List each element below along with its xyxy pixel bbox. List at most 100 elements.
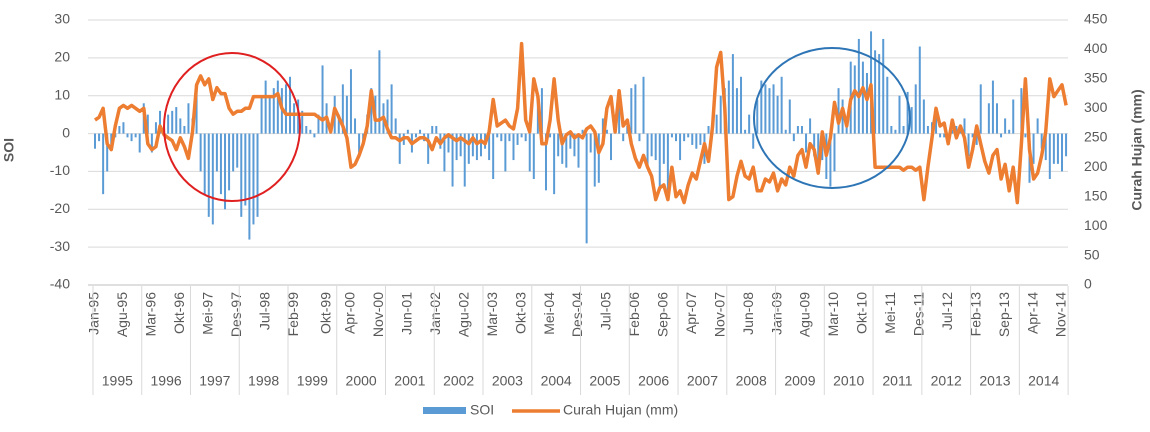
bar — [890, 126, 893, 134]
bar — [248, 133, 251, 240]
x-group-label: 1996 — [151, 373, 182, 389]
x-tick-label: Feb-99 — [285, 292, 301, 337]
bar — [995, 103, 998, 134]
x-tick-label: Sep-13 — [996, 292, 1012, 337]
x-group-label: 1999 — [297, 373, 328, 389]
y-tick-label: -20 — [50, 200, 70, 216]
bar — [455, 133, 458, 161]
x-tick-label: Jun-01 — [399, 292, 415, 335]
bar — [199, 133, 202, 172]
x-tick-label: Jul-05 — [598, 292, 614, 330]
bar — [557, 133, 560, 157]
bar — [126, 133, 129, 138]
y-tick-label: -30 — [50, 238, 70, 254]
bar — [1044, 133, 1047, 161]
x-tick-label: Feb-06 — [626, 292, 642, 337]
bar — [203, 133, 206, 195]
bar — [593, 133, 596, 187]
bar — [260, 95, 263, 134]
bar — [857, 38, 860, 134]
bar — [772, 84, 775, 134]
bar — [309, 129, 312, 134]
bar — [1052, 133, 1055, 164]
line — [93, 41, 1068, 205]
bar — [154, 122, 157, 134]
x-group-label: 2008 — [736, 373, 767, 389]
y2-tick-label: 100 — [1084, 217, 1108, 233]
bar — [727, 80, 730, 134]
x-tick-label: Apr-07 — [683, 292, 699, 334]
y2-tick-label: 150 — [1084, 187, 1108, 203]
bar — [605, 129, 608, 134]
x-tick-label: Nov-07 — [711, 292, 727, 337]
x-group-label: 2004 — [541, 373, 572, 389]
bar — [817, 133, 820, 161]
bar — [349, 69, 352, 134]
x-tick-label: Okt-10 — [854, 292, 870, 334]
highlight-circle — [163, 52, 301, 202]
y2-axis-label: Curah Hujan (mm) — [1129, 89, 1145, 210]
legend-label: Curah Hujan (mm) — [563, 402, 678, 418]
bar — [865, 73, 868, 134]
bar — [918, 46, 921, 134]
bar — [358, 133, 361, 153]
bar — [666, 133, 669, 191]
x-group-label: 1998 — [248, 373, 279, 389]
x-group-label: 2010 — [833, 373, 864, 389]
x-group-label: 2002 — [443, 373, 474, 389]
bar — [419, 129, 422, 134]
x-tick-label: Sep-06 — [655, 292, 671, 337]
legend: SOI Curah Hujan (mm) — [423, 402, 678, 418]
bar — [488, 133, 491, 161]
x-group-label: 2009 — [784, 373, 815, 389]
bar — [1056, 133, 1059, 164]
bar — [159, 110, 162, 134]
bar — [520, 133, 523, 138]
bar — [780, 76, 783, 134]
bar — [390, 84, 393, 134]
bar — [878, 54, 881, 134]
y2-tick-label: 450 — [1084, 11, 1108, 27]
bar — [740, 76, 743, 134]
bar — [622, 133, 625, 142]
bar — [167, 114, 170, 134]
bar — [715, 114, 718, 134]
bar — [443, 133, 446, 172]
bar — [512, 133, 515, 161]
bar — [837, 88, 840, 134]
bar — [293, 103, 296, 134]
bar — [569, 133, 572, 149]
bar — [744, 129, 747, 134]
x-group-label: 2007 — [687, 373, 718, 389]
bar — [792, 133, 795, 142]
bar — [906, 91, 909, 134]
bar — [122, 122, 125, 134]
bar — [658, 133, 661, 187]
bar — [654, 133, 657, 161]
bar — [971, 133, 974, 138]
bar — [813, 133, 816, 157]
bar — [601, 118, 604, 134]
bar — [581, 129, 584, 134]
bar — [240, 133, 243, 217]
x-group-label: 2000 — [346, 373, 377, 389]
bar — [841, 99, 844, 134]
x-tick-label: Jan-95 — [86, 292, 102, 335]
bar — [301, 110, 304, 134]
bar — [565, 133, 568, 168]
bar — [963, 118, 966, 134]
bar — [699, 133, 702, 145]
bar — [516, 133, 519, 145]
y2-tick-label: 300 — [1084, 99, 1108, 115]
bar — [634, 84, 637, 134]
x-tick-label: Okt-99 — [317, 292, 333, 334]
bar — [544, 133, 547, 191]
bar — [910, 107, 913, 134]
bar — [926, 126, 929, 134]
bar — [788, 99, 791, 134]
x-tick-label: Agu-95 — [114, 292, 130, 337]
bar — [760, 80, 763, 134]
x-tick-label: Nov-14 — [1053, 292, 1069, 337]
bar — [833, 133, 836, 172]
legend-swatch — [423, 407, 466, 414]
